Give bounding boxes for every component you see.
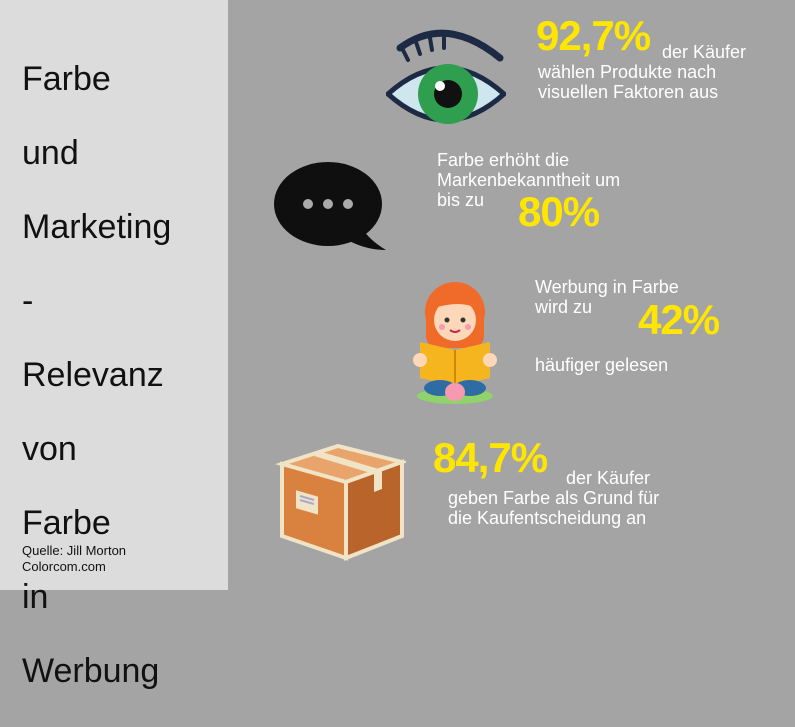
- stat-text-4c: die Kaufentscheidung an: [448, 508, 647, 528]
- stat-text-3a: Werbung in Farbe: [535, 277, 679, 297]
- right-panel: 92,7% der Käufer wählen Produkte nach vi…: [228, 0, 795, 590]
- box-icon: [275, 443, 406, 561]
- stat-value-4: 84,7%: [433, 434, 548, 481]
- stat-text-4a: der Käufer: [566, 468, 651, 488]
- stat-text-1c: visuellen Faktoren aus: [538, 82, 719, 102]
- title-line: Marketing: [22, 208, 172, 246]
- eye-icon: [386, 29, 506, 124]
- stat-value-3: 42%: [638, 296, 720, 343]
- stat-text-1a: der Käufer: [662, 42, 747, 62]
- title-line: von: [22, 430, 77, 468]
- title-line: und: [22, 134, 79, 172]
- title-line: Werbung: [22, 652, 160, 690]
- source-note: Quelle: Jill Morton Colorcom.com: [22, 543, 126, 575]
- reading-girl-icon: [413, 282, 497, 404]
- stat-text-2a: Farbe erhöht die: [437, 150, 570, 170]
- title-line: -: [22, 282, 34, 320]
- stat-text-2c: bis zu: [437, 190, 485, 210]
- stat-text-1b: wählen Produkte nach: [538, 62, 717, 82]
- page-title: Farbe und Marketing - Relevanz von Farbe…: [22, 24, 171, 727]
- stat-text-3b: wird zu: [535, 297, 593, 317]
- stat-value-1: 92,7%: [536, 12, 651, 59]
- title-line: Farbe: [22, 60, 111, 98]
- source-line: Quelle: Jill Morton: [22, 543, 127, 558]
- speech-bubble-icon: [274, 162, 386, 250]
- stat-text-4b: geben Farbe als Grund für: [448, 488, 660, 508]
- title-line: in: [22, 578, 49, 616]
- source-line: Colorcom.com: [22, 559, 106, 574]
- left-panel: Farbe und Marketing - Relevanz von Farbe…: [0, 0, 228, 690]
- title-line: Farbe: [22, 504, 111, 542]
- title-line: Relevanz: [22, 356, 164, 394]
- stat-value-2: 80%: [518, 188, 600, 235]
- stat-text-2b: Markenbekanntheit um: [437, 170, 621, 190]
- stat-text-3c: häufiger gelesen: [535, 355, 669, 375]
